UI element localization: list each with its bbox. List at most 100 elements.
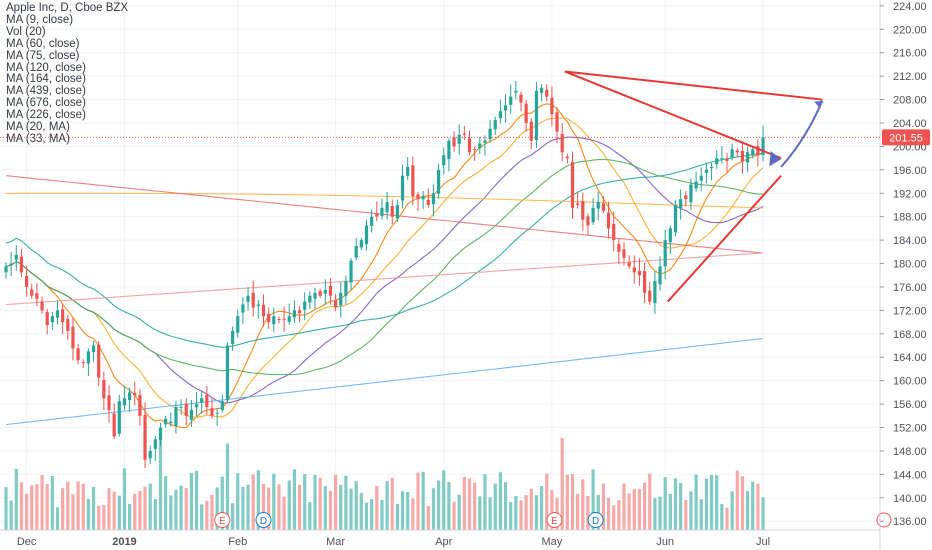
legend-item[interactable]: MA (20, MA): [6, 121, 70, 134]
candle-body: [380, 207, 384, 216]
candle-body: [117, 401, 121, 434]
volume-bar: [534, 495, 539, 530]
volume-bar: [236, 473, 240, 530]
legend-item[interactable]: MA (226, close): [6, 109, 86, 122]
legend-item[interactable]: MA (75, close): [6, 49, 80, 62]
volume-bar: [483, 474, 487, 530]
volume-bar: [627, 493, 631, 530]
legend-item[interactable]: MA (676, close): [6, 97, 86, 110]
volume-bar: [303, 474, 307, 530]
candle-body: [431, 193, 436, 205]
candle-body: [297, 310, 302, 314]
volume-bar: [313, 474, 317, 530]
candle-body: [740, 150, 745, 162]
candle-body: [50, 316, 54, 323]
y-tick-label: 212.00: [893, 71, 927, 83]
volume-bar: [112, 491, 116, 530]
candle-body: [704, 169, 708, 173]
timescale-marker-icon: [876, 512, 892, 528]
volume-bar: [40, 474, 44, 530]
candle-body: [730, 149, 734, 158]
volume-bar: [107, 488, 111, 530]
candle-body: [91, 345, 96, 352]
candle-body: [231, 330, 235, 344]
ma-226-line: [6, 192, 764, 209]
candle-body: [411, 165, 415, 197]
candle-body: [694, 181, 698, 189]
candle-body: [488, 128, 492, 140]
volume-bar: [364, 502, 369, 530]
volume-bar: [35, 484, 39, 530]
candle-body: [303, 301, 307, 310]
candle-body: [344, 281, 348, 296]
candle-body: [122, 398, 127, 406]
volume-bar: [349, 488, 353, 530]
marker-circle: [214, 512, 231, 528]
volume-bar: [406, 491, 410, 530]
candle-body: [14, 254, 18, 260]
candle-body: [158, 427, 163, 441]
candle-body: [246, 295, 250, 303]
volume-bar: [519, 500, 523, 530]
marker-circle: [255, 512, 272, 528]
volume-bar: [50, 476, 54, 530]
candles: [4, 80, 765, 468]
candle-body: [133, 392, 137, 396]
candle-body: [313, 292, 317, 299]
legend-item[interactable]: Vol (20): [6, 25, 46, 38]
price-axis[interactable]: 136.00 140.00 144.00 148.00 152.00 156.00 160.…: [879, 0, 927, 550]
candle-body: [71, 326, 75, 349]
candle-body: [174, 407, 178, 426]
volume-bar: [709, 474, 714, 530]
legend-item[interactable]: MA (164, close): [6, 73, 86, 86]
y-tick-label: 172.00: [893, 305, 927, 317]
volume-bar: [545, 473, 549, 530]
candle-body: [30, 289, 34, 296]
candle-body: [570, 161, 575, 208]
chart-title[interactable]: Apple Inc, D, Cboe BZX: [6, 2, 129, 14]
volume-bar: [210, 494, 214, 530]
volume-bar: [344, 475, 348, 530]
candle-body: [35, 293, 39, 299]
ma-60-line: [5, 158, 764, 376]
ma-676-line: [5, 337, 764, 426]
candle-body: [663, 240, 667, 267]
volume-bar: [467, 478, 472, 530]
last-price-tag: 201.55: [0, 129, 930, 146]
candle-body: [267, 313, 271, 323]
candle-body: [437, 169, 441, 194]
volume-bar: [370, 498, 374, 530]
candle-body: [658, 266, 662, 285]
candle-body: [349, 260, 353, 283]
moving-average-lines: [5, 103, 764, 429]
x-tick-label: May: [542, 536, 563, 548]
y-tick-label: 164.00: [893, 352, 927, 364]
candle-body: [215, 412, 219, 414]
candle-body: [498, 111, 502, 119]
volume-bar: [261, 483, 266, 530]
candle-body: [467, 138, 472, 153]
volume-bar: [663, 477, 667, 530]
legend-item[interactable]: MA (120, close): [6, 61, 86, 74]
candle-body: [45, 312, 49, 326]
candle-body: [591, 207, 595, 223]
candle-body: [679, 199, 683, 209]
time-axis[interactable]: Dec 2019 Feb Mar Apr May Jun Jul: [0, 529, 880, 548]
volume-bar: [277, 484, 281, 530]
candle-body: [416, 194, 420, 200]
volume-bar: [380, 499, 384, 530]
trendline-drawings[interactable]: [564, 70, 824, 303]
legend-item[interactable]: MA (439, close): [6, 85, 86, 98]
volume-bar: [735, 470, 739, 530]
volume-bar: [282, 496, 286, 530]
volume-bar: [328, 490, 333, 530]
candle-body: [272, 316, 276, 325]
event-marker-e: E: [546, 512, 563, 528]
legend-item[interactable]: MA (9, close): [6, 13, 74, 26]
volume-bar: [158, 440, 163, 530]
legend-item[interactable]: MA (33, MA): [6, 132, 70, 145]
y-tick-label: 192.00: [893, 188, 927, 200]
volume-bar: [704, 478, 708, 530]
legend-item[interactable]: MA (60, close): [6, 37, 80, 50]
